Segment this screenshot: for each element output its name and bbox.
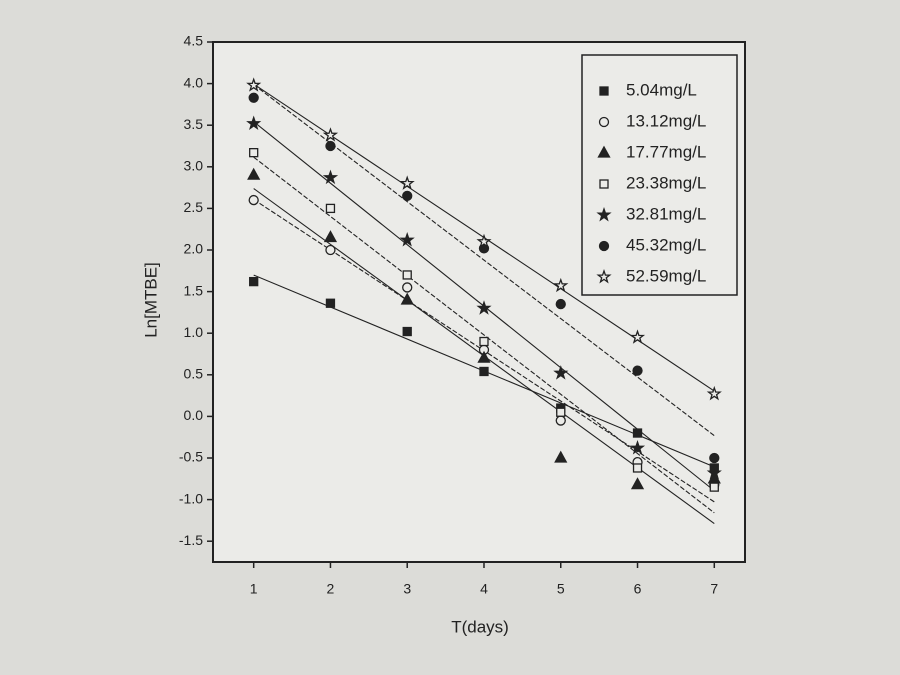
data-point bbox=[632, 428, 643, 438]
data-point bbox=[325, 203, 336, 214]
data-point bbox=[399, 175, 415, 190]
data-point bbox=[709, 452, 720, 464]
data-point bbox=[479, 336, 489, 347]
data-point bbox=[325, 140, 336, 152]
y-tick-label: -0.5 bbox=[179, 449, 203, 465]
y-tick-label: 3.5 bbox=[184, 116, 204, 132]
y-tick-label: -1.0 bbox=[179, 490, 203, 506]
x-tick-label: 3 bbox=[403, 581, 411, 597]
y-tick-label: 1.5 bbox=[184, 282, 204, 298]
data-point bbox=[709, 482, 719, 492]
y-tick-label: 3.0 bbox=[184, 158, 204, 174]
data-point bbox=[402, 326, 412, 337]
legend-marker bbox=[599, 86, 609, 96]
legend-label: 32.81mg/L bbox=[626, 204, 706, 223]
legend: 5.04mg/L 13.12mg/L 17.77mg/L 23.38mg/L 32.81… bbox=[581, 54, 738, 296]
data-point bbox=[706, 385, 722, 401]
data-point bbox=[247, 167, 261, 180]
data-point bbox=[249, 148, 259, 158]
y-tick-label: 0.0 bbox=[184, 407, 204, 423]
legend-label: 17.77mg/L bbox=[626, 142, 706, 161]
legend-marker bbox=[596, 268, 612, 284]
data-point bbox=[400, 292, 414, 305]
y-tick-label: 2.0 bbox=[184, 241, 204, 257]
x-axis-label: T(days) bbox=[451, 617, 509, 636]
legend-marker bbox=[598, 116, 610, 128]
y-tick-label: -1.5 bbox=[179, 532, 203, 548]
data-point bbox=[402, 282, 413, 293]
y-axis-label: Ln[MTBE] bbox=[141, 262, 160, 338]
data-point bbox=[322, 127, 339, 142]
x-tick-label: 1 bbox=[250, 581, 258, 597]
data-point bbox=[399, 231, 415, 247]
legend-marker bbox=[596, 206, 612, 222]
data-point bbox=[553, 365, 569, 380]
y-tick-label: 4.5 bbox=[184, 33, 204, 49]
data-point bbox=[476, 233, 492, 249]
fit-line bbox=[253, 84, 715, 437]
data-point bbox=[322, 169, 339, 185]
y-tick-label: 4.0 bbox=[184, 74, 204, 90]
fit-line bbox=[253, 156, 715, 514]
y-tick-label: 2.5 bbox=[184, 199, 204, 215]
data-point bbox=[325, 298, 336, 308]
data-point bbox=[632, 463, 643, 473]
data-point bbox=[554, 450, 568, 463]
data-point bbox=[632, 365, 643, 376]
x-tick-label: 6 bbox=[634, 581, 642, 597]
legend-label: 23.38mg/L bbox=[626, 173, 706, 192]
data-point bbox=[323, 230, 338, 243]
data-point bbox=[630, 477, 645, 490]
data-point bbox=[402, 190, 413, 202]
y-tick-label: 0.5 bbox=[184, 366, 204, 382]
x-tick-label: 4 bbox=[480, 581, 488, 597]
x-tick-label: 5 bbox=[557, 581, 565, 597]
legend-marker bbox=[597, 145, 611, 158]
data-point bbox=[249, 276, 259, 287]
data-point bbox=[555, 298, 566, 310]
y-tick-label: 1.0 bbox=[184, 324, 204, 340]
legend-marker bbox=[598, 240, 610, 252]
data-point bbox=[553, 277, 569, 293]
data-point bbox=[477, 350, 491, 363]
data-point bbox=[248, 194, 259, 206]
data-point bbox=[479, 366, 489, 377]
data-point bbox=[246, 77, 262, 92]
data-point bbox=[325, 244, 336, 256]
legend-label: 13.12mg/L bbox=[626, 111, 706, 130]
x-tick-label: 7 bbox=[710, 581, 718, 597]
legend-label: 5.04mg/L bbox=[626, 80, 697, 99]
data-point bbox=[556, 407, 566, 417]
data-point bbox=[476, 300, 492, 315]
data-point bbox=[555, 415, 566, 426]
data-point bbox=[248, 92, 259, 103]
legend-label: 45.32mg/L bbox=[626, 235, 706, 254]
data-point bbox=[706, 465, 722, 480]
data-point bbox=[629, 329, 646, 344]
data-point bbox=[629, 439, 646, 455]
x-tick-label: 2 bbox=[327, 581, 335, 597]
data-point bbox=[402, 270, 412, 280]
legend-marker bbox=[599, 179, 609, 189]
legend-label: 52.59mg/L bbox=[626, 266, 706, 285]
data-point bbox=[246, 115, 262, 131]
